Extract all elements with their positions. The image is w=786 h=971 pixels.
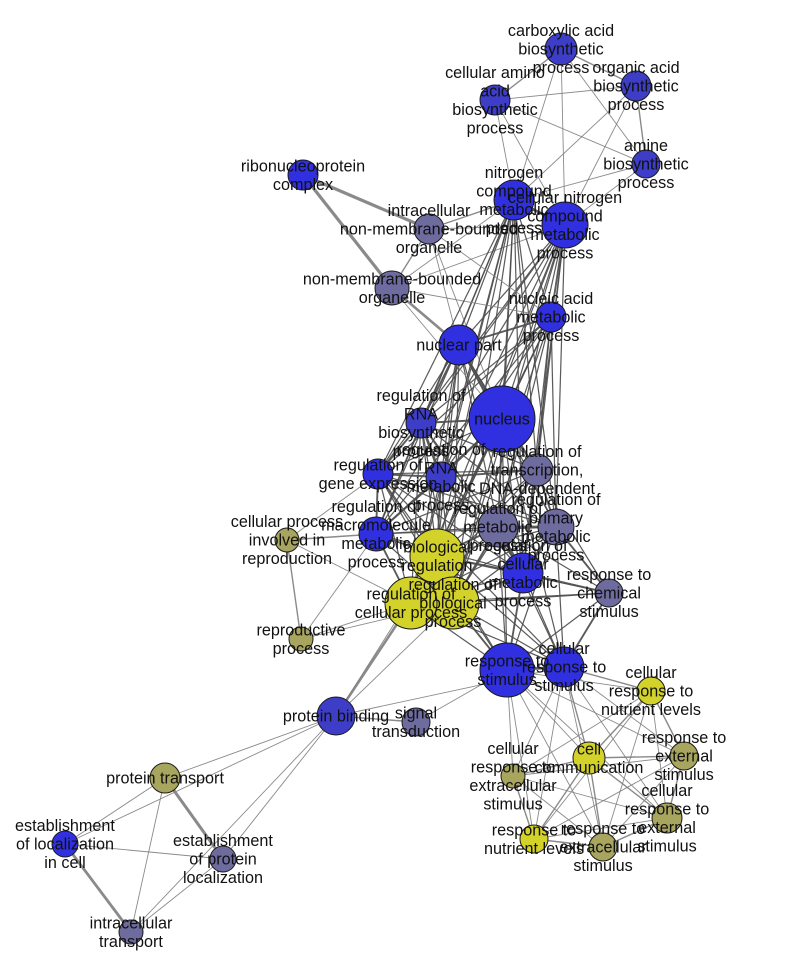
svg-text:transcription,: transcription,	[491, 462, 584, 480]
svg-text:compound: compound	[527, 207, 603, 225]
svg-text:process: process	[618, 174, 675, 192]
svg-text:carboxylic acid: carboxylic acid	[508, 22, 614, 40]
svg-text:of protein: of protein	[189, 851, 257, 869]
svg-text:biosynthetic: biosynthetic	[378, 424, 463, 442]
svg-text:transduction: transduction	[372, 723, 460, 741]
svg-text:in cell: in cell	[44, 854, 85, 872]
svg-text:stimulus: stimulus	[534, 677, 593, 695]
svg-text:organic acid: organic acid	[592, 59, 679, 77]
svg-text:stimulus: stimulus	[573, 857, 632, 875]
svg-text:response to: response to	[471, 758, 556, 776]
svg-text:process: process	[348, 553, 405, 571]
svg-text:process: process	[608, 96, 665, 114]
svg-text:intracellular: intracellular	[90, 914, 173, 932]
svg-text:response to: response to	[465, 652, 550, 670]
svg-text:metabolic: metabolic	[406, 478, 475, 496]
svg-text:regulation of: regulation of	[331, 498, 421, 516]
svg-text:response to: response to	[609, 683, 694, 701]
svg-text:regulation: regulation	[401, 557, 472, 575]
svg-text:non-membrane-bounded: non-membrane-bounded	[303, 270, 481, 288]
svg-text:regulation of: regulation of	[478, 537, 568, 555]
svg-text:cellular amino: cellular amino	[445, 64, 545, 82]
svg-text:stimulus: stimulus	[483, 795, 542, 813]
svg-text:biological: biological	[403, 538, 471, 556]
svg-text:regulation of: regulation of	[376, 387, 466, 405]
svg-text:organelle: organelle	[359, 289, 426, 307]
svg-text:cell: cell	[577, 740, 601, 758]
svg-text:establishment: establishment	[173, 832, 273, 850]
svg-text:RNA: RNA	[424, 459, 458, 477]
svg-text:process: process	[537, 244, 594, 262]
svg-text:nitrogen: nitrogen	[485, 164, 544, 182]
svg-text:regulation of: regulation of	[396, 441, 486, 459]
svg-text:stimulus: stimulus	[477, 671, 536, 689]
svg-text:nucleic acid: nucleic acid	[509, 290, 594, 308]
svg-text:RNA: RNA	[404, 405, 438, 423]
svg-text:ribonucleoprotein: ribonucleoprotein	[241, 157, 365, 175]
svg-text:biosynthetic: biosynthetic	[518, 41, 603, 59]
svg-text:chemical: chemical	[577, 585, 641, 603]
svg-text:regulation of: regulation of	[333, 456, 423, 474]
svg-text:reproduction: reproduction	[242, 550, 332, 568]
svg-text:response to: response to	[561, 820, 646, 838]
svg-text:metabolic: metabolic	[488, 574, 557, 592]
svg-text:regulation of: regulation of	[492, 443, 582, 461]
svg-text:process: process	[467, 119, 524, 137]
svg-text:response to: response to	[642, 729, 727, 747]
svg-text:external: external	[655, 748, 713, 766]
svg-text:metabolic: metabolic	[463, 519, 532, 537]
svg-text:external: external	[638, 819, 696, 837]
svg-text:nuclear part: nuclear part	[416, 337, 502, 355]
svg-text:cellular process: cellular process	[355, 604, 467, 622]
svg-text:amine: amine	[624, 137, 668, 155]
svg-text:cellular: cellular	[625, 664, 677, 682]
svg-text:regulation of: regulation of	[366, 585, 456, 603]
svg-text:localization: localization	[183, 869, 263, 887]
svg-text:establishment: establishment	[15, 817, 115, 835]
svg-text:metabolic: metabolic	[516, 309, 585, 327]
svg-text:involved in: involved in	[249, 532, 326, 550]
svg-text:nutrient levels: nutrient levels	[601, 701, 701, 719]
svg-text:biosynthetic: biosynthetic	[593, 78, 678, 96]
svg-text:process: process	[495, 592, 552, 610]
svg-text:regulation of: regulation of	[453, 500, 543, 518]
svg-text:metabolic: metabolic	[341, 535, 410, 553]
svg-text:organelle: organelle	[396, 239, 463, 257]
svg-text:biosynthetic: biosynthetic	[603, 156, 688, 174]
svg-text:of localization: of localization	[16, 836, 114, 854]
svg-text:signal: signal	[395, 704, 437, 722]
svg-text:intracellular: intracellular	[388, 202, 471, 220]
svg-text:nucleus: nucleus	[474, 411, 530, 429]
svg-text:cellular nitrogen: cellular nitrogen	[508, 189, 622, 207]
svg-text:reproductive: reproductive	[256, 621, 345, 639]
svg-text:cellular: cellular	[487, 740, 539, 758]
svg-text:response to: response to	[625, 800, 710, 818]
svg-text:acid: acid	[480, 82, 510, 100]
svg-text:non-membrane-bounded: non-membrane-bounded	[340, 221, 518, 239]
svg-text:metabolic: metabolic	[530, 226, 599, 244]
svg-text:transport: transport	[99, 933, 163, 951]
svg-text:cellular: cellular	[641, 782, 693, 800]
svg-text:stimulus: stimulus	[579, 603, 638, 621]
svg-text:cellular process: cellular process	[231, 513, 343, 531]
svg-text:cellular: cellular	[497, 555, 549, 573]
svg-text:extracellular: extracellular	[559, 839, 647, 857]
svg-text:response to: response to	[567, 566, 652, 584]
svg-text:process: process	[523, 327, 580, 345]
svg-text:process: process	[273, 640, 330, 658]
svg-text:protein transport: protein transport	[106, 770, 224, 788]
svg-text:biosynthetic: biosynthetic	[452, 101, 537, 119]
svg-text:extracellular: extracellular	[469, 777, 557, 795]
svg-text:complex: complex	[273, 176, 333, 194]
